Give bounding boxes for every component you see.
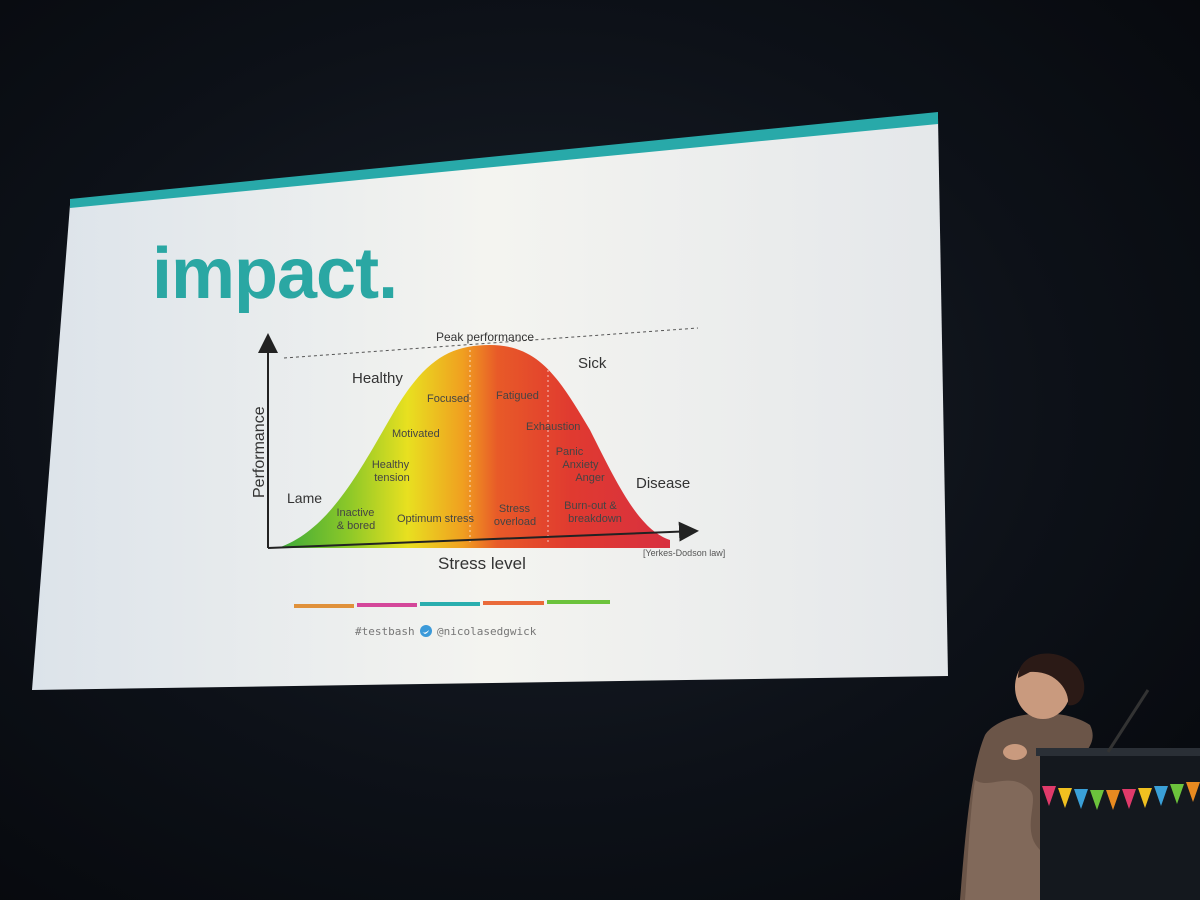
footer-color-bars bbox=[294, 600, 610, 608]
citation-label: [Yerkes-Dodson law] bbox=[643, 548, 725, 558]
label-burnout-breakdown: Burn-out & breakdown bbox=[564, 500, 622, 525]
peak-performance-label: Peak performance bbox=[436, 330, 534, 344]
stress-performance-curve bbox=[278, 345, 670, 548]
y-axis-label: Performance bbox=[251, 406, 268, 498]
podium bbox=[1036, 689, 1200, 900]
performance-chart: Peak performance Performance Stress leve… bbox=[251, 327, 725, 573]
footer-twitter-handle: @nicolasedgwick bbox=[437, 625, 537, 638]
label-focused: Focused bbox=[427, 393, 469, 405]
zone-label-disease: Disease bbox=[636, 475, 690, 492]
slide-accent-bar bbox=[70, 112, 938, 208]
podium-body bbox=[1040, 752, 1200, 900]
microphone-stand bbox=[1106, 689, 1150, 753]
label-healthy-tension: Healthy tension bbox=[372, 459, 412, 484]
zone-label-lame: Lame bbox=[287, 490, 322, 506]
label-stress-overload: Stress overload bbox=[494, 503, 536, 528]
zone-label-healthy: Healthy bbox=[352, 370, 403, 387]
podium-top bbox=[1036, 748, 1200, 756]
label-exhaustion: Exhaustion bbox=[526, 421, 580, 433]
label-fatigued: Fatigued bbox=[496, 390, 539, 402]
label-panic-anxiety-anger: Panic Anxiety Anger bbox=[556, 446, 605, 484]
color-bar bbox=[420, 602, 480, 606]
label-motivated: Motivated bbox=[392, 428, 440, 440]
speaker-dress-pattern bbox=[965, 780, 1040, 900]
bunting-decoration bbox=[1042, 782, 1200, 810]
color-bar bbox=[547, 600, 610, 604]
label-optimum-stress: Optimum stress bbox=[397, 513, 475, 525]
slide-title: impact. bbox=[152, 234, 397, 314]
color-bar bbox=[357, 603, 417, 607]
speaker-hair bbox=[1018, 653, 1085, 706]
color-bar bbox=[294, 604, 354, 608]
x-axis bbox=[267, 521, 699, 549]
zone-label-sick: Sick bbox=[578, 355, 607, 372]
twitter-bird-icon bbox=[420, 625, 432, 637]
slide-content: impact. Peak performance Performance Str… bbox=[152, 234, 725, 638]
x-axis-label: Stress level bbox=[438, 554, 526, 573]
footer-hashtag: #testbash bbox=[355, 625, 415, 638]
speaker-hand bbox=[1003, 744, 1027, 760]
label-inactive-bored: Inactive & bored bbox=[337, 507, 378, 532]
color-bar bbox=[483, 601, 544, 605]
